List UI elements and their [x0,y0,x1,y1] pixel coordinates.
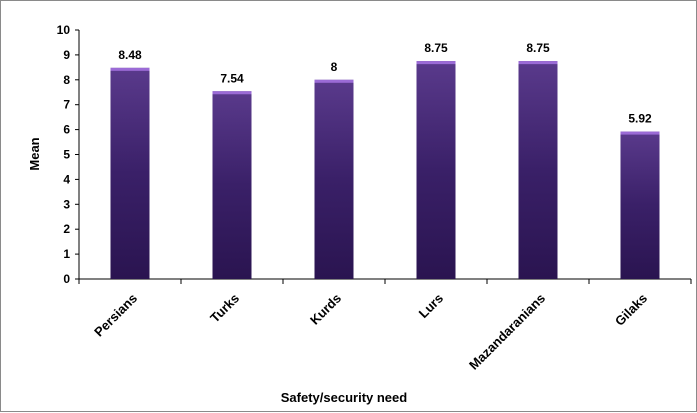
y-tick-label: 8 [63,73,70,87]
bar [416,61,456,279]
y-tick-label: 5 [63,148,70,162]
y-tick-label: 3 [63,197,70,211]
y-tick-label: 2 [63,222,70,236]
y-tick-label: 4 [63,172,70,186]
category-label: Kurds [307,291,344,328]
bar-highlight [416,61,456,65]
y-tick-label: 7 [63,98,70,112]
data-label: 8.48 [118,48,142,62]
data-label: 7.54 [220,71,244,85]
axes [78,30,692,284]
bar [212,91,252,279]
bar-highlight [620,131,660,135]
bar-highlight [314,79,354,83]
data-label: 8.75 [424,41,448,55]
bar [620,131,660,279]
bar-highlight [518,61,558,65]
bar-highlight [212,91,252,95]
y-tick-label: 10 [57,23,71,37]
bars: 8.48 7.54 8 8.75 8.75 5.92 [110,41,660,280]
category-label: Turks [207,291,242,326]
bar-highlight [110,67,150,71]
y-tick-label: 1 [63,247,70,261]
data-label: 5.92 [628,112,652,126]
bar [314,79,354,279]
x-category-labels: Persians Turks Kurds Lurs Mazandaranians Gila… [91,291,650,373]
data-label: 8 [331,60,338,74]
y-axis-label: Mean [27,137,42,170]
y-tick-label: 9 [63,48,70,62]
y-tick-label: 0 [63,272,70,286]
category-label: Gilaks [612,291,650,329]
category-label: Persians [91,291,140,340]
data-label: 8.75 [526,41,550,55]
bar [110,67,150,280]
bar [518,61,558,279]
category-label: Lurs [416,291,447,322]
y-tick-label: 6 [63,123,70,137]
y-tick-labels: 0 1 2 3 4 5 6 7 8 9 10 [57,23,79,286]
category-label: Mazandaranians [466,291,548,373]
x-axis-label: Safety/security need [281,390,408,405]
